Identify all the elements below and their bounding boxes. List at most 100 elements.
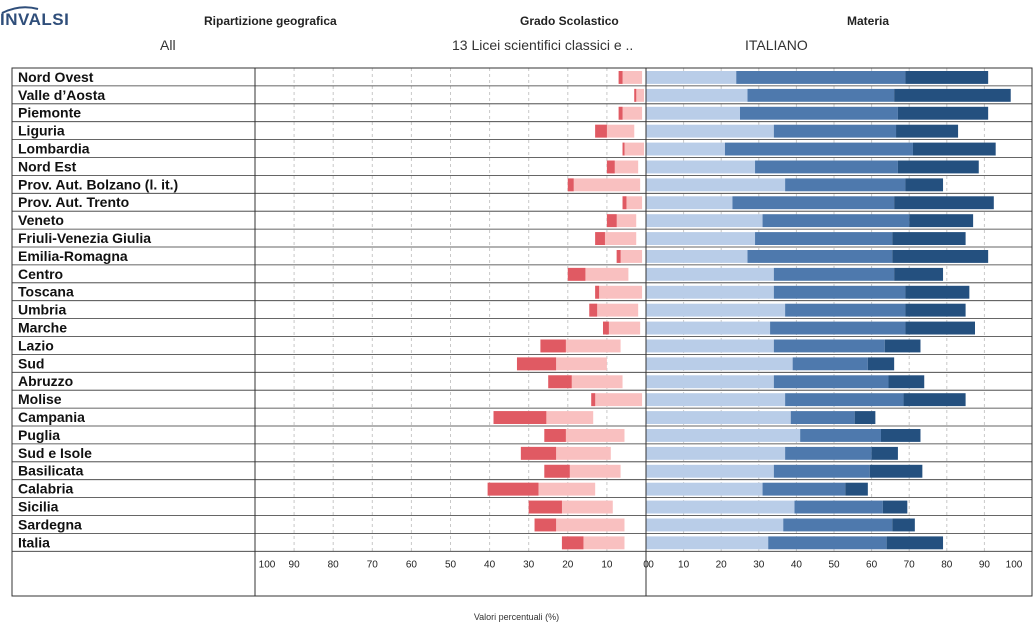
bar-right-mid	[724, 142, 913, 156]
bar-right-light	[646, 178, 786, 192]
category-label: Lazio	[18, 337, 54, 353]
bar-left-light	[616, 250, 643, 263]
bar-right-mid	[785, 178, 906, 192]
bar-right-mid	[800, 429, 881, 442]
bar-left-dark	[528, 500, 562, 514]
filter-label-materia: Materia	[847, 14, 890, 28]
bar-right-light	[646, 232, 756, 245]
bar-right-dark	[897, 106, 989, 120]
category-label: Sud e Isole	[18, 445, 92, 461]
bar-right-dark	[905, 303, 966, 317]
bar-left-dark	[589, 303, 598, 317]
category-label: Prov. Aut. Trento	[18, 194, 129, 210]
left-tick-label: 10	[601, 559, 613, 570]
category-label: Valle d’Aosta	[18, 87, 105, 103]
bar-right-light	[646, 482, 763, 496]
bar-left-dark	[487, 482, 539, 496]
bar-right-dark	[869, 464, 923, 478]
category-label: Liguria	[18, 123, 65, 139]
right-tick-label: 60	[866, 559, 878, 570]
bar-right-dark	[845, 482, 868, 496]
category-label: Toscana	[18, 284, 74, 300]
bar-right-mid	[794, 500, 883, 514]
bar-right-mid	[783, 518, 893, 532]
bar-left-light	[618, 71, 643, 84]
category-label: Centro	[18, 266, 63, 282]
bar-right-dark	[882, 500, 908, 514]
bar-right-dark	[854, 411, 876, 424]
category-label: Piemonte	[18, 105, 81, 121]
bar-left-dark	[540, 339, 566, 353]
left-tick-label: 20	[562, 559, 574, 570]
bar-left-light	[567, 178, 641, 192]
bar-right-light	[646, 536, 769, 550]
left-tick-label: 70	[367, 559, 379, 570]
bar-right-dark	[871, 446, 898, 460]
bar-right-dark	[867, 357, 895, 371]
bar-right-dark	[896, 124, 959, 138]
bar-right-dark	[897, 160, 979, 174]
bar-left-light	[595, 232, 637, 245]
bar-right-light	[646, 303, 786, 317]
bar-right-light	[646, 285, 774, 299]
filter-value-materia[interactable]: ITALIANO	[745, 37, 808, 53]
category-label: Abruzzo	[18, 373, 73, 389]
bar-left-dark	[634, 88, 637, 102]
bar-left-dark	[595, 232, 605, 245]
bar-right-mid	[762, 482, 846, 496]
bar-right-mid	[773, 339, 885, 353]
bar-left-light	[595, 285, 643, 299]
bar-right-dark	[909, 214, 974, 228]
bar-right-mid	[747, 250, 893, 263]
bar-left-dark	[595, 285, 600, 299]
bar-right-light	[646, 88, 748, 102]
bar-left-dark	[544, 429, 566, 442]
category-label: Nord Ovest	[18, 69, 94, 85]
bar-right-light	[646, 393, 786, 407]
bar-left-light	[618, 106, 643, 120]
category-label: Lombardia	[18, 141, 90, 157]
bar-right-dark	[888, 375, 925, 389]
bar-right-light	[646, 375, 774, 389]
bar-left-dark	[567, 267, 586, 281]
bar-right-mid	[773, 124, 897, 138]
right-tick-label: 40	[791, 559, 803, 570]
bar-right-light	[646, 214, 763, 228]
right-tick-label: 50	[828, 559, 840, 570]
category-label: Nord Est	[18, 158, 77, 174]
category-label: Sicilia	[18, 499, 59, 515]
bar-left-dark	[516, 357, 557, 371]
bar-left-dark	[606, 214, 617, 228]
category-label: Sud	[18, 355, 44, 371]
filter-value-ripartizione[interactable]: All	[160, 37, 176, 53]
invalsi-logo: INVALSI	[0, 6, 69, 29]
left-tick-label: 60	[406, 559, 418, 570]
bar-right-mid	[773, 285, 906, 299]
bar-right-mid	[755, 232, 893, 245]
left-tick-label: 100	[259, 559, 276, 570]
bar-left-dark	[534, 518, 557, 532]
bar-right-mid	[736, 71, 906, 84]
filter-value-grado[interactable]: 13 Licei scientifici classici e ..	[452, 37, 634, 53]
bar-right-light	[646, 464, 774, 478]
bar-right-dark	[886, 536, 944, 550]
bar-left-dark	[548, 375, 572, 389]
bar-right-light	[646, 518, 784, 532]
bar-right-light	[646, 357, 793, 371]
bar-right-dark	[905, 285, 970, 299]
bar-right-dark	[905, 178, 944, 192]
bar-left-dark	[561, 536, 584, 550]
bar-left-dark	[622, 142, 625, 156]
bar-right-mid	[790, 411, 855, 424]
bar-right-mid	[755, 160, 898, 174]
bar-right-mid	[773, 375, 889, 389]
chart-frame	[11, 67, 1033, 597]
bar-right-light	[646, 142, 725, 156]
bar-right-mid	[762, 214, 910, 228]
category-label: Marche	[18, 320, 67, 336]
bar-left-dark	[544, 464, 570, 478]
bar-right-mid	[747, 88, 895, 102]
filter-label-ripartizione: Ripartizione geografica	[204, 14, 337, 28]
bar-right-mid	[732, 196, 895, 210]
bar-right-light	[646, 446, 786, 460]
